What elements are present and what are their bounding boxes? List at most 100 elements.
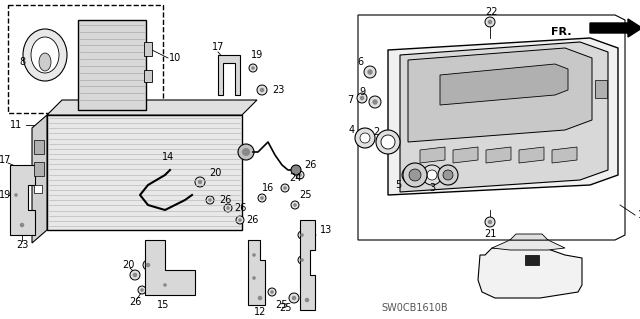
Circle shape — [130, 270, 140, 280]
Circle shape — [367, 69, 372, 75]
Circle shape — [238, 218, 242, 222]
Text: SW0CB1610B: SW0CB1610B — [381, 303, 448, 313]
Bar — [144, 42, 152, 56]
Circle shape — [292, 296, 296, 300]
Circle shape — [252, 253, 256, 257]
Bar — [595, 80, 607, 98]
Circle shape — [300, 258, 304, 262]
Circle shape — [132, 273, 137, 277]
Text: 1: 1 — [638, 210, 640, 220]
Circle shape — [357, 93, 367, 103]
Circle shape — [298, 231, 306, 239]
Text: 24: 24 — [289, 173, 301, 183]
Bar — [47, 115, 242, 230]
Polygon shape — [486, 147, 511, 163]
Bar — [34, 140, 44, 154]
Text: 19: 19 — [251, 50, 263, 60]
Text: 25: 25 — [279, 303, 291, 313]
Circle shape — [403, 163, 427, 187]
Circle shape — [257, 85, 267, 95]
Ellipse shape — [39, 53, 51, 71]
Polygon shape — [408, 48, 592, 142]
Polygon shape — [453, 147, 478, 163]
Polygon shape — [218, 55, 240, 95]
Circle shape — [198, 180, 202, 184]
Circle shape — [260, 88, 264, 92]
Circle shape — [12, 191, 20, 199]
Circle shape — [360, 96, 364, 100]
Circle shape — [208, 198, 212, 202]
Circle shape — [251, 66, 255, 70]
Polygon shape — [145, 240, 195, 295]
Circle shape — [293, 203, 297, 207]
Circle shape — [17, 220, 27, 230]
Polygon shape — [519, 147, 544, 163]
Circle shape — [355, 128, 375, 148]
Text: 7: 7 — [347, 95, 353, 105]
Polygon shape — [10, 165, 35, 235]
Text: 17: 17 — [212, 42, 224, 52]
Circle shape — [238, 144, 254, 160]
Text: 16: 16 — [262, 183, 274, 193]
Circle shape — [206, 196, 214, 204]
Circle shape — [20, 223, 24, 227]
Text: 26: 26 — [219, 195, 231, 205]
Text: 12: 12 — [254, 307, 266, 317]
Bar — [34, 185, 42, 193]
Circle shape — [298, 173, 302, 177]
Text: 17: 17 — [0, 155, 11, 165]
Circle shape — [369, 96, 381, 108]
Bar — [78, 20, 146, 110]
Circle shape — [305, 298, 309, 302]
Circle shape — [300, 233, 304, 237]
Circle shape — [488, 220, 492, 224]
Circle shape — [372, 99, 378, 105]
Text: 26: 26 — [129, 297, 141, 307]
Circle shape — [360, 133, 370, 143]
Circle shape — [236, 216, 244, 224]
Circle shape — [485, 217, 495, 227]
Circle shape — [195, 177, 205, 187]
Text: 23: 23 — [272, 85, 284, 95]
Circle shape — [289, 293, 299, 303]
Circle shape — [281, 184, 289, 192]
Text: 11: 11 — [10, 120, 22, 130]
Text: 10: 10 — [169, 53, 181, 63]
Text: 3: 3 — [429, 183, 435, 193]
Ellipse shape — [23, 29, 67, 81]
Text: 4: 4 — [349, 125, 355, 135]
Circle shape — [138, 286, 146, 294]
Text: 23: 23 — [16, 240, 28, 250]
Circle shape — [298, 256, 306, 264]
Ellipse shape — [31, 37, 59, 73]
Circle shape — [161, 281, 169, 289]
Text: 14: 14 — [162, 152, 174, 162]
Circle shape — [260, 196, 264, 200]
Circle shape — [226, 206, 230, 210]
Circle shape — [250, 274, 258, 282]
Polygon shape — [400, 42, 608, 192]
Circle shape — [485, 17, 495, 27]
Text: 9: 9 — [359, 87, 365, 97]
Circle shape — [296, 171, 304, 179]
Circle shape — [291, 165, 301, 175]
Circle shape — [258, 296, 262, 300]
Polygon shape — [300, 220, 315, 310]
Text: 6: 6 — [357, 57, 363, 67]
Text: 8: 8 — [19, 57, 25, 67]
Text: 26: 26 — [304, 160, 316, 170]
Text: 19: 19 — [0, 190, 11, 200]
Text: 25: 25 — [299, 190, 311, 200]
Circle shape — [249, 64, 257, 72]
Circle shape — [283, 186, 287, 190]
Circle shape — [438, 165, 458, 185]
Circle shape — [381, 135, 395, 149]
Circle shape — [409, 169, 421, 181]
Text: 21: 21 — [484, 229, 496, 239]
Circle shape — [422, 165, 442, 185]
Circle shape — [270, 290, 274, 294]
Polygon shape — [440, 64, 568, 105]
Text: FR.: FR. — [552, 27, 572, 37]
Circle shape — [143, 260, 153, 270]
Circle shape — [488, 20, 492, 24]
